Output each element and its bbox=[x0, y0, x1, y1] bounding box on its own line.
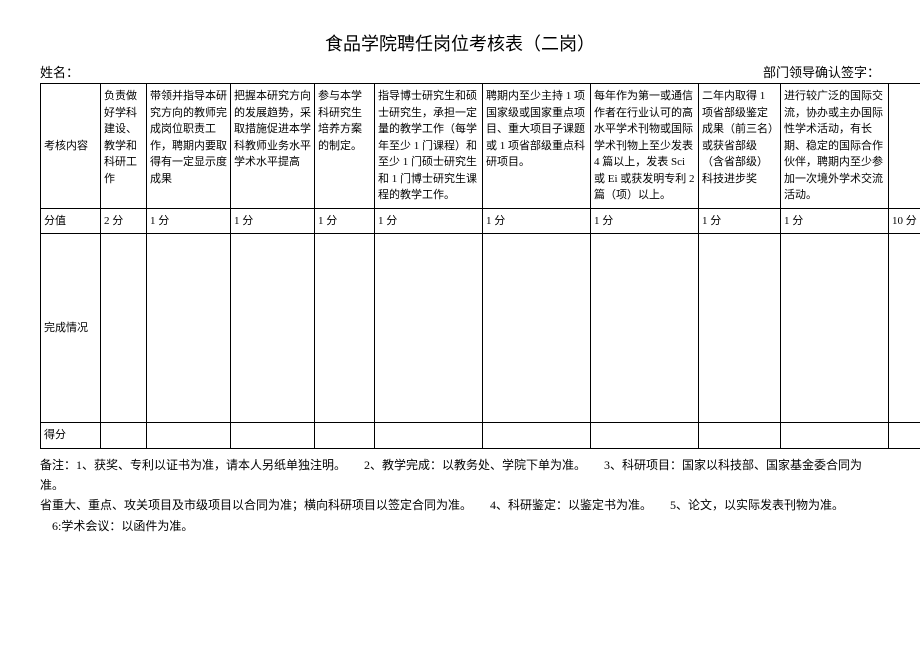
content-cell: 参与本学科研究生培养方案的制定。 bbox=[315, 84, 375, 209]
points-cell bbox=[889, 423, 920, 449]
score-cell: 1 分 bbox=[315, 208, 375, 234]
row-content-label: 考核内容 bbox=[41, 84, 101, 209]
completion-cell bbox=[889, 234, 920, 423]
note-3b: 省重大、重点、攻关项目及市级项目以合同为准；横向科研项目以签定合同为准。 bbox=[40, 498, 472, 512]
row-points-label: 得分 bbox=[41, 423, 101, 449]
score-cell: 10 分 bbox=[889, 208, 920, 234]
points-cell bbox=[147, 423, 231, 449]
points-cell bbox=[483, 423, 591, 449]
leader-label: 部门领导确认签字： bbox=[763, 62, 880, 81]
row-completion: 完成情况 bbox=[41, 234, 920, 423]
points-cell bbox=[101, 423, 147, 449]
completion-cell bbox=[315, 234, 375, 423]
score-cell: 1 分 bbox=[699, 208, 781, 234]
completion-cell bbox=[375, 234, 483, 423]
assessment-table: 考核内容 负责做好学科建设、教学和科研工作 带领并指导本研究方向的教师完成岗位职… bbox=[40, 83, 920, 449]
row-score: 分值 2 分 1 分 1 分 1 分 1 分 1 分 1 分 1 分 1 分 1… bbox=[41, 208, 920, 234]
points-cell bbox=[375, 423, 483, 449]
points-cell bbox=[231, 423, 315, 449]
note-2: 2、教学完成：以教务处、学院下单为准。 bbox=[364, 458, 586, 472]
points-cell bbox=[315, 423, 375, 449]
row-score-label: 分值 bbox=[41, 208, 101, 234]
content-cell: 把握本研究方向的发展趋势，采取措施促进本学科教师业务水平学术水平提高 bbox=[231, 84, 315, 209]
completion-cell bbox=[781, 234, 889, 423]
row-content: 考核内容 负责做好学科建设、教学和科研工作 带领并指导本研究方向的教师完成岗位职… bbox=[41, 84, 920, 209]
row-points: 得分 bbox=[41, 423, 920, 449]
completion-cell bbox=[101, 234, 147, 423]
note-6: 6:学术会议：以函件为准。 bbox=[52, 519, 193, 533]
note-1: 备注：1、获奖、专利以证书为准，请本人另纸单独注明。 bbox=[40, 458, 346, 472]
score-cell: 1 分 bbox=[147, 208, 231, 234]
note-5: 5、论文，以实际发表刊物为准。 bbox=[670, 498, 844, 512]
completion-cell bbox=[231, 234, 315, 423]
completion-cell bbox=[591, 234, 699, 423]
score-cell: 1 分 bbox=[483, 208, 591, 234]
score-cell: 1 分 bbox=[591, 208, 699, 234]
content-cell: 指导博士研究生和硕士研究生，承担一定量的教学工作（每学年至少 1 门课程）和至少… bbox=[375, 84, 483, 209]
note-4: 4、科研鉴定：以鉴定书为准。 bbox=[490, 498, 652, 512]
content-cell: 进行较广泛的国际交流，协办或主办国际性学术活动，有长期、稳定的国际合作伙伴，聘期… bbox=[781, 84, 889, 209]
header-row: 姓名： 部门领导确认签字： bbox=[40, 62, 880, 81]
points-cell bbox=[699, 423, 781, 449]
content-cell: 聘期内至少主持 1 项国家级或国家重点项目、重大项目子课题或 1 项省部级重点科… bbox=[483, 84, 591, 209]
completion-cell bbox=[699, 234, 781, 423]
content-cell: 带领并指导本研究方向的教师完成岗位职责工作，聘期内要取得有一定显示度成果 bbox=[147, 84, 231, 209]
points-cell bbox=[781, 423, 889, 449]
page-title: 食品学院聘任岗位考核表（二岗） bbox=[40, 30, 880, 56]
name-label: 姓名： bbox=[40, 62, 79, 81]
content-cell: 负责做好学科建设、教学和科研工作 bbox=[101, 84, 147, 209]
completion-cell bbox=[483, 234, 591, 423]
score-cell: 1 分 bbox=[781, 208, 889, 234]
content-cell: 二年内取得 1 项省部级鉴定成果（前三名）或获省部级（含省部级）科技进步奖 bbox=[699, 84, 781, 209]
content-cell: 每年作为第一或通信作者在行业认可的高水平学术刊物或国际学术刊物上至少发表 4 篇… bbox=[591, 84, 699, 209]
completion-cell bbox=[147, 234, 231, 423]
notes: 备注：1、获奖、专利以证书为准，请本人另纸单独注明。 2、教学完成：以教务处、学… bbox=[40, 455, 880, 537]
score-cell: 1 分 bbox=[375, 208, 483, 234]
score-cell: 2 分 bbox=[101, 208, 147, 234]
content-cell bbox=[889, 84, 920, 209]
score-cell: 1 分 bbox=[231, 208, 315, 234]
points-cell bbox=[591, 423, 699, 449]
row-completion-label: 完成情况 bbox=[41, 234, 101, 423]
